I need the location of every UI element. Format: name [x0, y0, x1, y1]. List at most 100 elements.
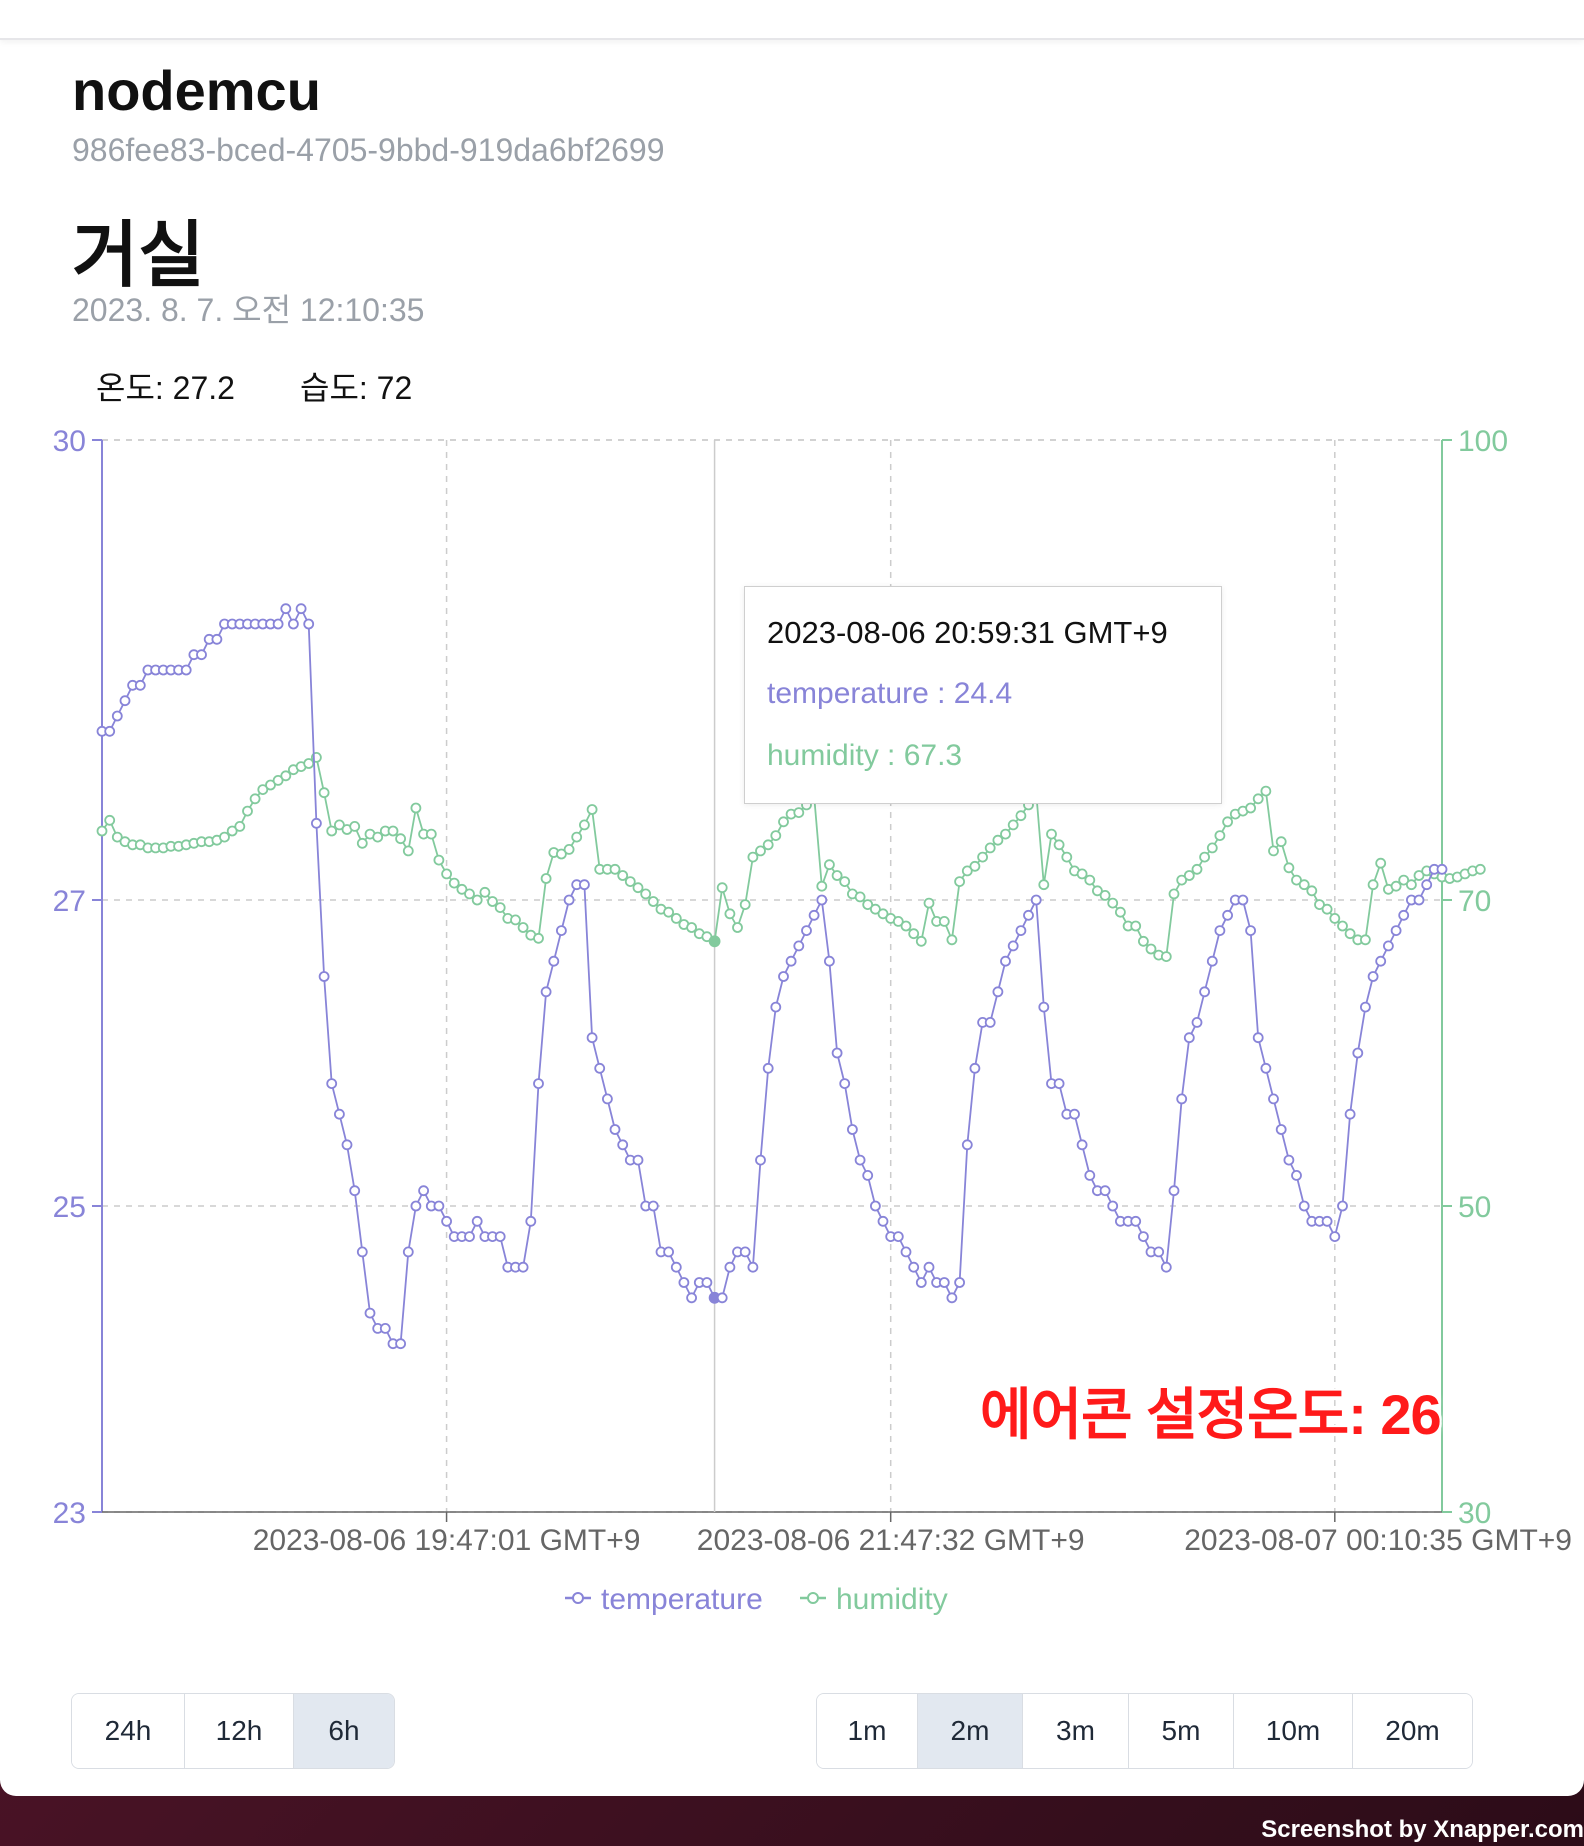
- humidity-point: [946, 934, 958, 946]
- humidity-point: [226, 825, 238, 837]
- right-tick-label: 70: [1458, 885, 1491, 918]
- temperature-point: [701, 1277, 713, 1288]
- humidity-point: [533, 932, 544, 944]
- humidity-point: [448, 877, 460, 889]
- humidity-point: [479, 886, 491, 898]
- humidity-point: [1390, 880, 1402, 892]
- temperature-point: [1076, 1139, 1088, 1151]
- humidity-point: [923, 897, 935, 909]
- interval-button-1m[interactable]: 1m: [817, 1694, 918, 1768]
- humidity-point: [471, 894, 483, 906]
- humidity-point: [1283, 862, 1295, 874]
- legend-humidity-label[interactable]: humidity: [836, 1583, 948, 1616]
- humidity-point: [984, 842, 996, 854]
- humidity-point: [1084, 874, 1096, 886]
- interval-selector: 1m 2m 3m 5m 10m 20m: [816, 1693, 1473, 1769]
- humidity-point: [242, 805, 253, 817]
- temperature-point: [1160, 1261, 1172, 1273]
- humidity-point: [1061, 851, 1073, 863]
- temperature-point: [410, 1200, 422, 1212]
- humidity-point: [1214, 830, 1226, 841]
- temperature-point: [1398, 909, 1410, 921]
- humidity-point: [938, 916, 950, 927]
- temperature-point: [670, 1261, 682, 1273]
- humidity-point: [624, 876, 636, 887]
- interval-button-10m[interactable]: 10m: [1234, 1694, 1353, 1768]
- legend-humidity-dot: [807, 1592, 819, 1604]
- temperature-point: [1291, 1170, 1302, 1181]
- humidity-point: [318, 787, 330, 799]
- temperature-point: [724, 1261, 736, 1273]
- humidity-point: [257, 784, 269, 795]
- humidity-point: [778, 816, 789, 828]
- temperature-point: [1413, 894, 1425, 906]
- interval-button-5m[interactable]: 5m: [1129, 1694, 1234, 1768]
- humidity-point: [1092, 885, 1103, 897]
- interval-button-20m[interactable]: 20m: [1353, 1694, 1472, 1768]
- humidity-point: [249, 793, 261, 805]
- temperature-point: [1260, 1062, 1272, 1074]
- humidity-point: [1015, 810, 1027, 822]
- temperature-point: [525, 1215, 537, 1227]
- humidity-point: [333, 819, 345, 831]
- temperature-point: [900, 1246, 912, 1258]
- humidity-point: [824, 859, 835, 871]
- x-tick-label: 2023-08-06 19:47:01 GMT+9: [253, 1524, 641, 1557]
- range-button-12h[interactable]: 12h: [185, 1694, 294, 1768]
- right-tick-label: 50: [1458, 1191, 1491, 1224]
- temperature-point: [1436, 863, 1448, 875]
- interval-button-3m[interactable]: 3m: [1023, 1694, 1129, 1768]
- temperature-point: [349, 1185, 361, 1197]
- current-temperature: 온도: 27.2: [96, 370, 235, 406]
- chart-legend[interactable]: temperature humidity: [565, 1583, 948, 1616]
- temperature-point: [1153, 1246, 1165, 1258]
- temperature-point: [716, 1292, 728, 1304]
- humidity-point: [111, 831, 123, 843]
- humidity-point: [954, 876, 965, 887]
- temperature-point: [877, 1215, 889, 1227]
- temperature-point: [992, 986, 1004, 998]
- humidity-point: [1314, 899, 1325, 910]
- temperature-point: [586, 1032, 598, 1044]
- humidity-point: [433, 854, 445, 866]
- temperature-point: [778, 971, 789, 982]
- temperature-point: [1023, 909, 1034, 921]
- humidity-point: [1298, 879, 1310, 891]
- temperature-point: [295, 603, 307, 615]
- legend-temperature-label[interactable]: temperature: [601, 1583, 763, 1616]
- humidity-point: [96, 825, 108, 837]
- temperature-point: [892, 1231, 904, 1242]
- humidity-point: [326, 825, 338, 837]
- temperature-point: [318, 971, 330, 982]
- right-tick-label: 30: [1458, 1497, 1491, 1530]
- sensor-line-chart[interactable]: 23 25 27 30 30 50 70 100 2023-08-06 19:47:01 GMT…: [0, 420, 1584, 1650]
- humidity-point: [762, 839, 774, 851]
- temperature-point: [984, 1017, 996, 1028]
- x-tick-label: 2023-08-07 00:10:35 GMT+9: [1184, 1524, 1572, 1557]
- humidity-point: [104, 814, 116, 826]
- interval-button-2m[interactable]: 2m: [918, 1694, 1023, 1768]
- humidity-point: [1245, 802, 1256, 814]
- temperature-point: [533, 1078, 544, 1089]
- range-button-24h[interactable]: 24h: [72, 1694, 185, 1768]
- temperature-point: [104, 725, 116, 737]
- temperature-point: [364, 1307, 376, 1319]
- last-updated-timestamp: 2023. 8. 7. 오전 12:10:35: [72, 292, 425, 328]
- humidity-point: [280, 770, 292, 782]
- range-button-6h[interactable]: 6h: [294, 1694, 394, 1768]
- temperature-point: [839, 1078, 851, 1089]
- temperature-point: [1191, 1017, 1203, 1028]
- temperature-point: [1000, 955, 1011, 967]
- left-tick-label: 25: [53, 1191, 86, 1224]
- humidity-point: [1145, 943, 1157, 955]
- temperature-point: [1183, 1032, 1195, 1044]
- humidity-point: [724, 908, 736, 920]
- temperature-point: [287, 618, 299, 630]
- temperature-point: [954, 1277, 965, 1288]
- humidity-point: [732, 922, 743, 933]
- ac-setpoint-annotation: 에어콘 설정온도: 26: [980, 1383, 1442, 1446]
- temperature-point: [341, 1139, 353, 1151]
- humidity-point: [1199, 851, 1210, 863]
- temperature-point: [1367, 971, 1379, 982]
- temperature-point: [272, 618, 284, 630]
